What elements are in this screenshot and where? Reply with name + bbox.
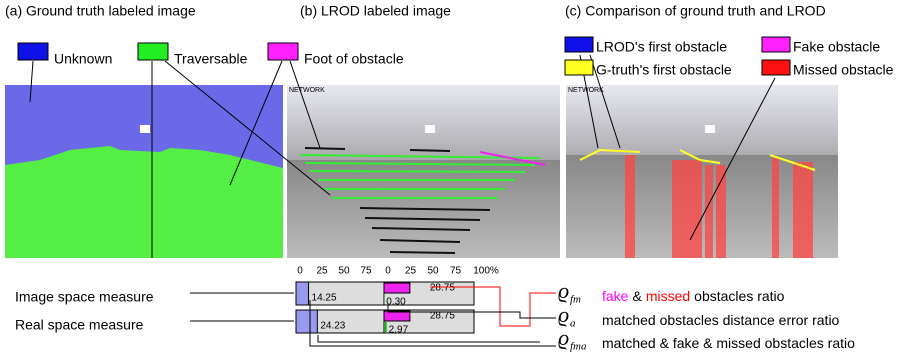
value-label: 24.23 (320, 321, 345, 332)
image-a (5, 85, 283, 258)
bar (296, 282, 309, 305)
tick-label: 75 (360, 266, 372, 277)
metric-symbol: ϱ (558, 278, 569, 303)
bar (384, 283, 410, 293)
value-label: 0.30 (386, 297, 406, 308)
metric-symbol: ϱ (558, 325, 569, 350)
tick-label: 25 (316, 266, 328, 277)
image-tag: NETWORK (289, 87, 325, 94)
tick-label: 75 (450, 266, 462, 277)
bar (384, 322, 387, 332)
legend-swatch (138, 43, 168, 60)
legend-label: Foot of obstacle (304, 51, 404, 67)
legend-label: Missed obstacle (793, 62, 894, 78)
legend-swatch (762, 37, 790, 52)
figure: NETWORK NETWORK (a) Ground truth labeled… (0, 0, 917, 358)
caption: (b) LROD labeled image (300, 3, 451, 19)
value-label: 14.25 (312, 293, 337, 304)
bar (296, 310, 317, 333)
metric-text: obstacles ratio (694, 288, 784, 304)
legend-swatch (268, 43, 298, 60)
row-label: Real space measure (15, 317, 144, 333)
metric-text: & (632, 288, 642, 304)
metric-text: fake (602, 288, 629, 304)
metric-subscript: a (570, 318, 576, 330)
tick-label: 0 (385, 266, 391, 277)
metric-text: missed (646, 288, 690, 304)
metric-symbol: ϱ (558, 302, 569, 327)
legend-swatch (565, 37, 593, 52)
legend-label: LROD's first obstacle (596, 39, 727, 55)
metric-description: matched obstacles distance error ratio (602, 312, 840, 328)
tick-label: 100% (473, 266, 499, 277)
legend-swatch (565, 60, 593, 75)
value-label: 2.97 (389, 325, 409, 336)
caption: (c) Comparison of ground truth and LROD (565, 3, 826, 19)
legend-label: Fake obstacle (793, 39, 880, 55)
legend-label: Unknown (54, 51, 112, 67)
metric-description: matched & fake & missed obstacles ratio (602, 335, 855, 351)
legend-label: Traversable (174, 51, 248, 67)
tick-label: 0 (297, 266, 303, 277)
metric-subscript: fma (570, 341, 587, 353)
metric-text: matched obstacles distance error ratio (602, 312, 840, 328)
connector (318, 335, 540, 342)
legend-swatch (18, 43, 48, 60)
row-label: Image space measure (15, 289, 154, 305)
metric-subscript: fm (570, 294, 581, 306)
legend-swatch (762, 60, 790, 75)
bar-box (296, 282, 384, 305)
tick-label: 25 (405, 266, 417, 277)
caption: (a) Ground truth labeled image (5, 3, 196, 19)
tick-label: 50 (427, 266, 439, 277)
value-label: 28.75 (430, 283, 455, 294)
legend-label: G-truth's first obstacle (596, 62, 732, 78)
tick-label: 50 (338, 266, 350, 277)
metric-text: matched & fake & missed obstacles ratio (602, 335, 855, 351)
image-b: NETWORK (287, 85, 560, 258)
image-c: NETWORK (566, 85, 838, 258)
